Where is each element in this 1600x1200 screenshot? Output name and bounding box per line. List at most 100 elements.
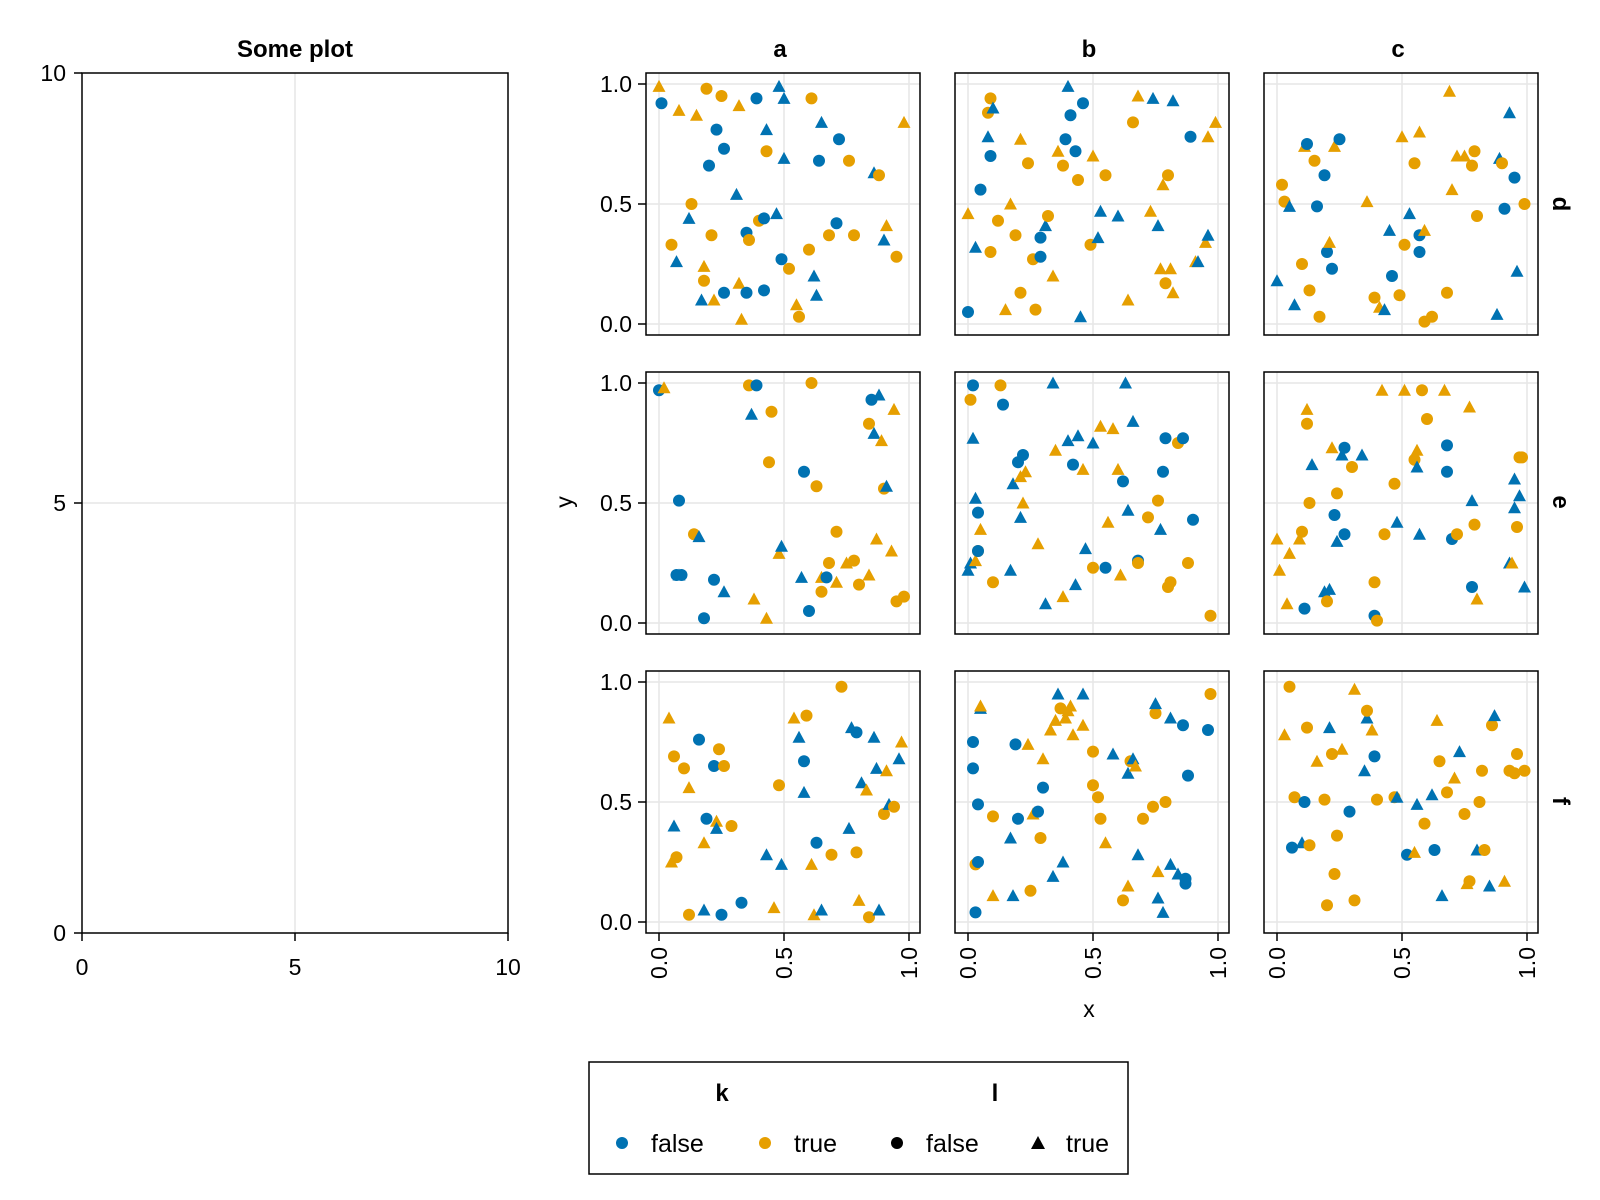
scatter-point-circle — [1441, 786, 1453, 799]
scatter-point-triangle — [1039, 597, 1052, 610]
scatter-point-circle — [1024, 884, 1037, 897]
scatter-point-triangle — [657, 381, 671, 394]
scatter-point-circle — [1393, 289, 1406, 302]
scatter-point-circle — [1338, 528, 1351, 541]
scatter-point-triangle — [772, 79, 786, 92]
scatter-point-triangle — [1305, 458, 1319, 471]
facet-row-title-e: e — [1547, 495, 1574, 508]
scatter-point-triangle — [1056, 855, 1070, 868]
scatter-point-triangle — [1019, 465, 1032, 478]
scatter-point-triangle — [777, 91, 791, 104]
scatter-point-triangle — [1149, 697, 1162, 710]
scatter-point-triangle — [1051, 144, 1065, 157]
scatter-point-triangle — [1280, 597, 1294, 610]
facet-row-title-f: f — [1547, 797, 1574, 806]
scatter-point-circle — [820, 571, 833, 584]
scatter-point-circle — [1296, 258, 1308, 270]
scatter-point-circle — [1348, 894, 1361, 907]
scatter-point-circle — [713, 743, 725, 756]
scatter-point-circle — [1117, 894, 1129, 907]
facet-frame — [954, 72, 1230, 336]
facet-ylabel: y — [551, 496, 577, 508]
facet-frame — [1263, 371, 1539, 635]
scatter-point-circle — [1202, 724, 1214, 736]
legend: k l false true false true — [588, 1061, 1129, 1175]
scatter-point-triangle — [1288, 298, 1301, 311]
scatter-point-circle — [1326, 748, 1338, 760]
scatter-point-triangle — [1014, 510, 1027, 523]
legend-marker-l-true — [1031, 1136, 1045, 1149]
scatter-point-circle — [1184, 130, 1197, 143]
scatter-point-triangle — [872, 388, 886, 401]
scatter-point-circle — [1182, 557, 1194, 569]
xtick-label: 0.5 — [1080, 947, 1106, 979]
scatter-point-circle — [987, 576, 999, 589]
scatter-point-circle — [823, 229, 835, 242]
scatter-point-circle — [1516, 451, 1528, 464]
scatter-point-circle — [962, 306, 974, 318]
ytick-label: 1.0 — [600, 370, 632, 396]
scatter-point-circle — [1368, 576, 1381, 589]
xtick-label: 1.0 — [1205, 947, 1231, 979]
scatter-point-circle — [1468, 145, 1481, 158]
scatter-point-triangle — [1413, 527, 1426, 540]
scatter-point-circle — [850, 846, 863, 859]
scatter-point-triangle — [1465, 494, 1479, 507]
scatter-point-triangle — [735, 312, 748, 325]
scatter-point-circle — [1466, 159, 1478, 172]
scatter-point-circle — [1022, 157, 1034, 170]
scatter-point-triangle — [1283, 199, 1296, 212]
scatter-point-circle — [1508, 767, 1521, 780]
scatter-point-triangle — [1383, 223, 1396, 236]
scatter-point-triangle — [805, 857, 818, 870]
scatter-point-triangle — [872, 903, 886, 916]
scatter-point-circle — [715, 90, 728, 102]
scatter-point-triangle — [760, 123, 773, 136]
scatter-point-circle — [668, 750, 680, 763]
scatter-point-circle — [700, 82, 713, 95]
scatter-point-circle — [972, 798, 984, 811]
scatter-point-triangle — [1278, 728, 1291, 741]
scatter-point-triangle — [1505, 556, 1519, 569]
scatter-point-triangle — [672, 103, 686, 116]
scatter-point-triangle — [1004, 563, 1017, 576]
scatter-point-triangle — [1151, 219, 1165, 232]
scatter-point-triangle — [830, 575, 843, 588]
xtick-label: 1.0 — [1514, 947, 1540, 979]
scatter-point-circle — [1468, 518, 1481, 531]
scatter-point-triangle — [790, 298, 803, 311]
scatter-point-circle — [763, 456, 775, 469]
left-xtick-label: 5 — [289, 954, 302, 980]
scatter-point-circle — [1398, 238, 1411, 251]
scatter-point-triangle — [1039, 219, 1052, 232]
scatter-point-triangle — [775, 857, 788, 870]
scatter-point-circle — [848, 229, 860, 242]
scatter-point-circle — [1518, 764, 1531, 777]
scatter-point-circle — [1321, 899, 1333, 912]
scatter-point-triangle — [1016, 496, 1030, 509]
facet-col-title-c: c — [1391, 36, 1404, 63]
scatter-point-circle — [1187, 513, 1199, 526]
scatter-point-triangle — [875, 434, 888, 447]
ytick-label: 0.5 — [600, 191, 632, 217]
scatter-point-triangle — [1046, 376, 1060, 389]
scatter-point-triangle — [1358, 764, 1371, 777]
scatter-point-triangle — [710, 821, 723, 834]
scatter-point-circle — [1321, 595, 1333, 608]
scatter-point-circle — [1032, 805, 1044, 818]
scatter-point-circle — [775, 253, 788, 266]
left-ytick-label: 10 — [40, 60, 66, 86]
legend-marker-k-true — [759, 1137, 771, 1149]
scatter-point-circle — [1162, 169, 1174, 182]
scatter-point-circle — [758, 284, 770, 297]
scatter-point-triangle — [730, 187, 743, 200]
ytick-label: 1.0 — [600, 669, 632, 695]
scatter-point-triangle — [1413, 125, 1426, 138]
scatter-point-triangle — [840, 556, 853, 569]
scatter-point-triangle — [1004, 197, 1017, 210]
scatter-point-triangle — [862, 568, 876, 581]
scatter-point-triangle — [1061, 434, 1075, 447]
scatter-point-circle — [830, 217, 843, 230]
scatter-point-triangle — [1323, 582, 1336, 595]
scatter-point-circle — [972, 545, 984, 557]
